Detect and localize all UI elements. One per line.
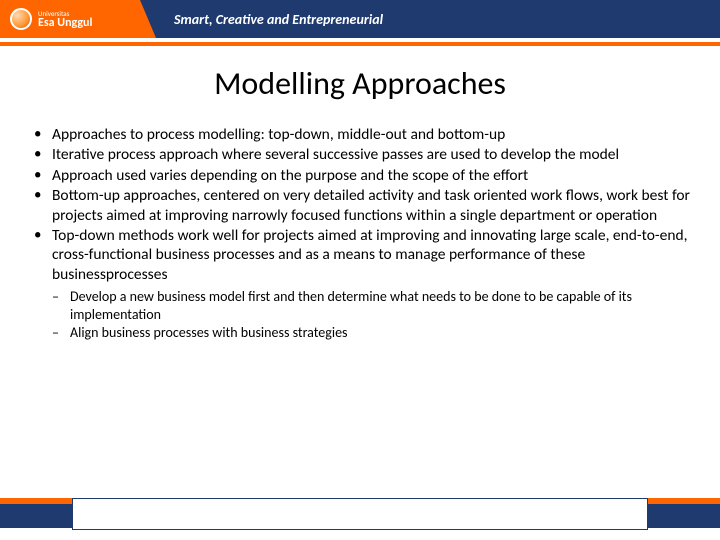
bullet-item: Approach used varies depending on the pu… (28, 166, 692, 185)
main-bullet-list: Approaches to process modelling: top-dow… (28, 125, 692, 284)
header-bar: Universitas Esa Unggul Smart, Creative a… (0, 0, 720, 38)
bullet-item: Approaches to process modelling: top-dow… (28, 125, 692, 144)
logo-text: Universitas Esa Unggul (38, 10, 92, 29)
footer (0, 498, 720, 540)
footer-inset-box (72, 498, 648, 530)
slide-title: Modelling Approaches (0, 64, 720, 103)
bullet-item: Iterative process approach where several… (28, 145, 692, 164)
sub-bullet-item: Align business processes with business s… (28, 324, 692, 342)
header-tagline: Smart, Creative and Entrepreneurial (174, 11, 383, 28)
header-divider (0, 42, 720, 46)
logo-block: Universitas Esa Unggul (0, 0, 140, 38)
sub-bullet-list: Develop a new business model first and t… (28, 288, 692, 342)
content-area: Approaches to process modelling: top-dow… (0, 125, 720, 342)
bullet-item: Bottom-up approaches, centered on very d… (28, 186, 692, 225)
logo-globe-icon (10, 8, 32, 30)
logo-name: Esa Unggul (38, 16, 92, 30)
bullet-item: Top-down methods work well for projects … (28, 226, 692, 284)
sub-bullet-item: Develop a new business model first and t… (28, 288, 692, 323)
